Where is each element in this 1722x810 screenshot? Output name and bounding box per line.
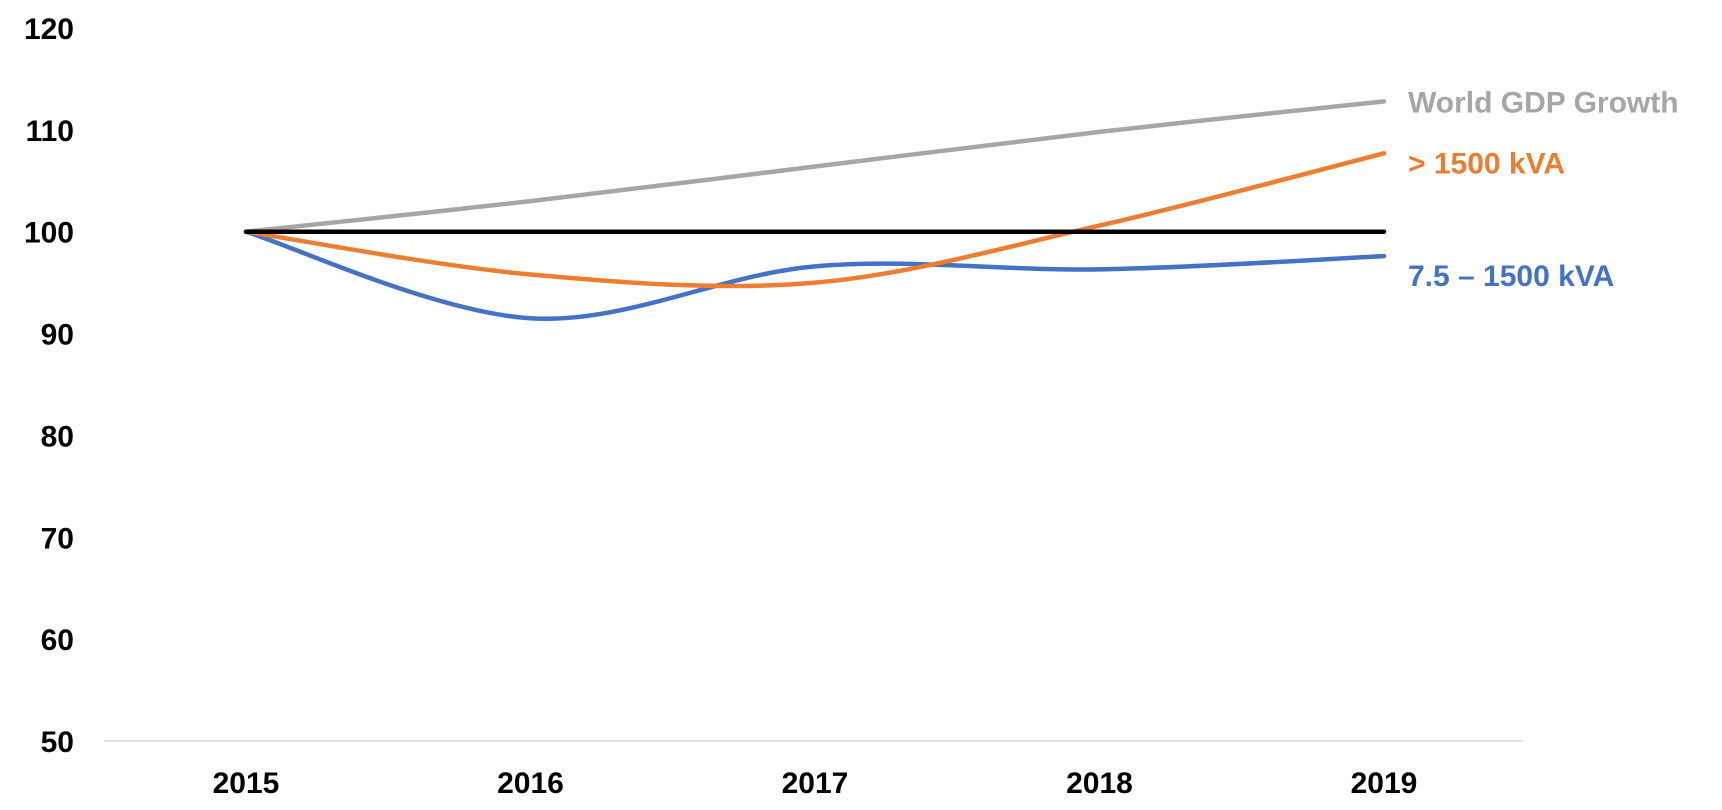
x-axis: 2015 2016 2017 2018 2019: [213, 767, 1418, 800]
series-line-1: [243, 151, 1387, 289]
y-tick-label: 90: [41, 319, 74, 352]
y-tick-label: 60: [41, 624, 74, 657]
series-line-2: [243, 229, 1387, 322]
x-tick-label: 2016: [497, 767, 564, 800]
x-tick-label: 2018: [1066, 767, 1133, 800]
y-tick-label: 50: [41, 726, 74, 759]
series-label: > 1500 kVA: [1408, 147, 1565, 180]
y-tick-label: 120: [24, 13, 74, 46]
y-tick-label: 100: [24, 217, 74, 250]
series-label: 7.5 – 1500 kVA: [1408, 260, 1614, 293]
series-line-0: [243, 99, 1387, 234]
x-tick-label: 2017: [782, 767, 849, 800]
x-tick-label: 2019: [1351, 767, 1418, 800]
series-labels: World GDP Growth > 1500 kVA 7.5 – 1500 kVA: [1408, 86, 1679, 293]
series-label: World GDP Growth: [1408, 86, 1679, 119]
y-tick-label: 80: [41, 420, 74, 453]
plot-area: [243, 99, 1387, 322]
y-axis: 50 60 70 80 90 100 110 120: [24, 13, 74, 759]
y-tick-label: 110: [26, 115, 74, 148]
y-tick-label: 70: [41, 522, 74, 555]
x-tick-label: 2015: [213, 767, 280, 800]
